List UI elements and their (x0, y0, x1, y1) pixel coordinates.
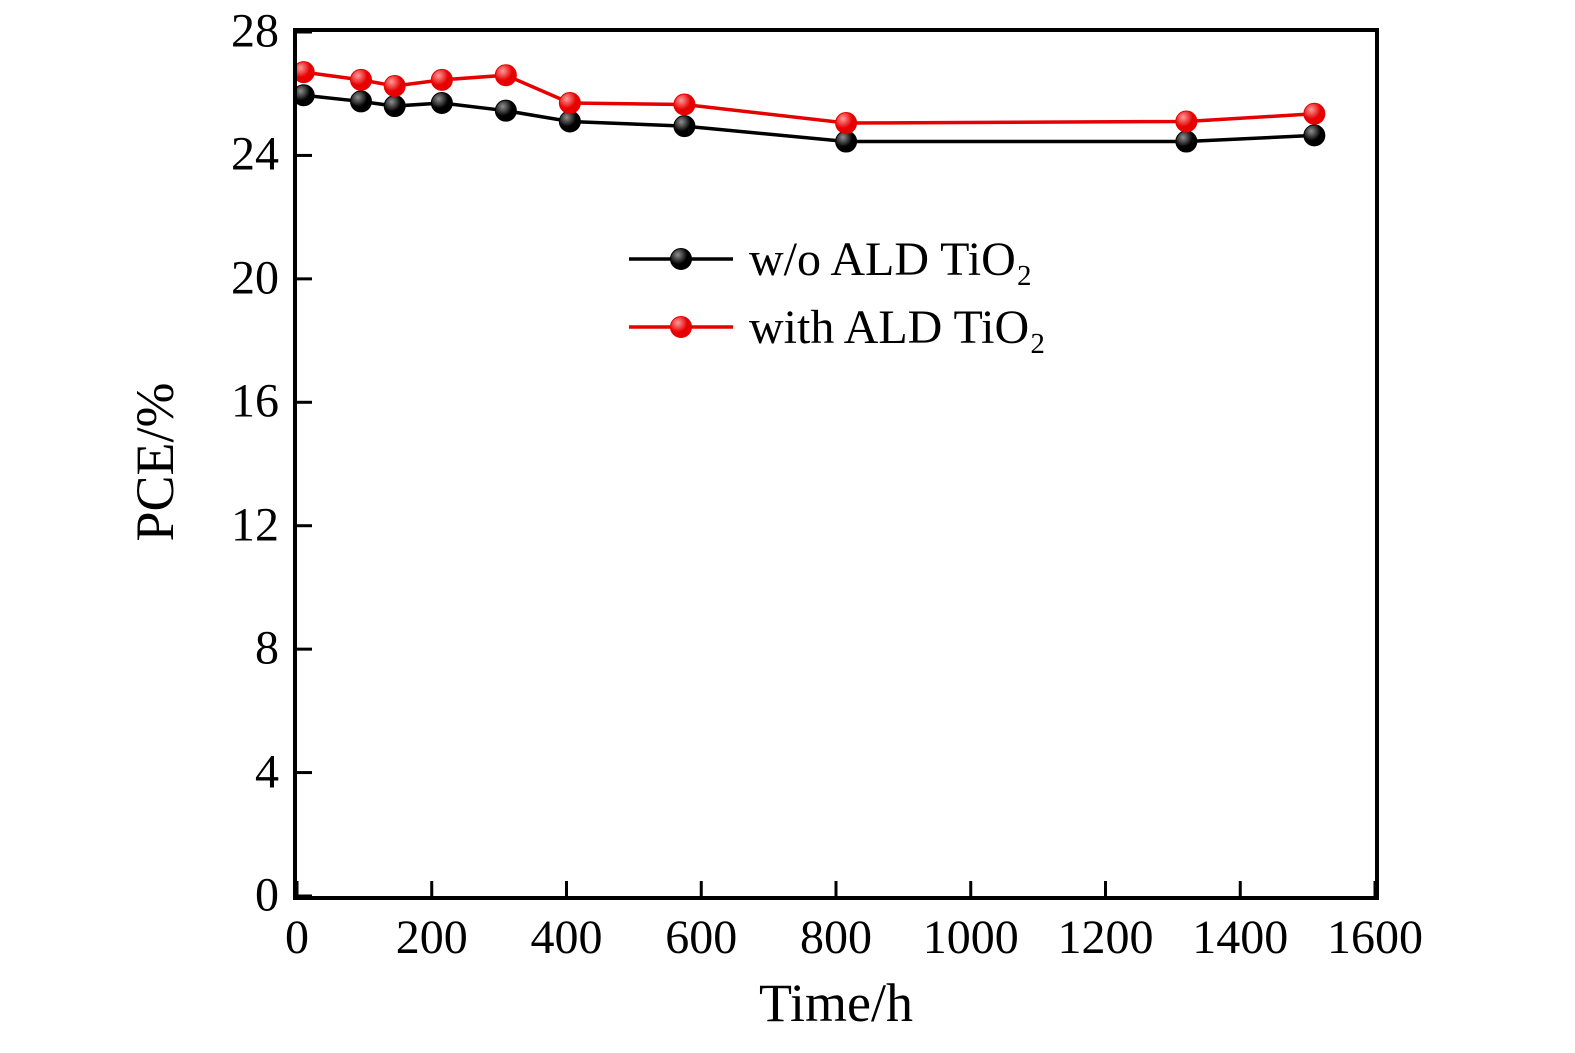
x-tick-label: 800 (800, 911, 872, 964)
data-point-marker (350, 68, 373, 91)
x-tick-label: 1200 (1057, 911, 1154, 964)
legend-item: w/o ALD TiO₂ (629, 230, 1046, 288)
legend-label: w/o ALD TiO₂ (749, 232, 1033, 286)
x-tick-label: 1400 (1192, 911, 1289, 964)
data-point-marker (494, 64, 517, 87)
y-tick-label: 8 (255, 621, 279, 675)
data-point-marker (673, 115, 696, 138)
data-point-marker (1175, 110, 1198, 133)
data-point-marker (383, 95, 406, 118)
data-point-marker (835, 130, 858, 153)
data-point-marker (383, 75, 406, 97)
legend-key-black (629, 248, 733, 270)
x-tick-label: 1000 (922, 911, 1019, 964)
data-point-marker (1303, 102, 1326, 125)
legend-label: with ALD TiO₂ (749, 300, 1046, 354)
x-tick-label: 0 (285, 911, 309, 964)
data-point-marker (430, 91, 453, 114)
data-point-marker (297, 61, 315, 84)
data-point-marker (350, 90, 373, 113)
y-tick-label: 20 (231, 251, 279, 305)
x-tick-label: 400 (530, 911, 603, 964)
data-point-marker (1303, 124, 1326, 147)
x-tick-label: 1600 (1327, 911, 1423, 964)
plot-area: w/o ALD TiO₂ with ALD TiO₂ (293, 28, 1379, 900)
data-point-marker (558, 91, 581, 114)
legend-item: with ALD TiO₂ (629, 298, 1046, 356)
series-line-black (303, 93, 1315, 144)
data-point-marker (673, 93, 696, 116)
x-tick-label: 600 (665, 911, 738, 964)
y-tick-label: 24 (231, 128, 279, 182)
data-point-marker (297, 84, 315, 107)
legend: w/o ALD TiO₂ with ALD TiO₂ (629, 230, 1046, 356)
y-tick-label: 28 (231, 4, 279, 58)
x-axis-title: Time/h (758, 973, 914, 1033)
legend-key-red (629, 316, 733, 338)
data-point-marker (1175, 130, 1198, 153)
chart-canvas (297, 32, 1375, 896)
data-point-marker (558, 110, 581, 133)
data-point-marker (430, 68, 453, 91)
y-tick-label: 4 (255, 745, 279, 799)
y-tick-label: 12 (231, 498, 279, 552)
y-axis-title: PCE/% (125, 382, 185, 542)
y-tick-label: 16 (231, 374, 279, 428)
x-tick-label: 200 (395, 911, 468, 964)
data-point-marker (494, 99, 517, 122)
series-line-red (303, 70, 1315, 125)
y-tick-label: 0 (255, 868, 279, 922)
data-point-marker (835, 112, 858, 135)
